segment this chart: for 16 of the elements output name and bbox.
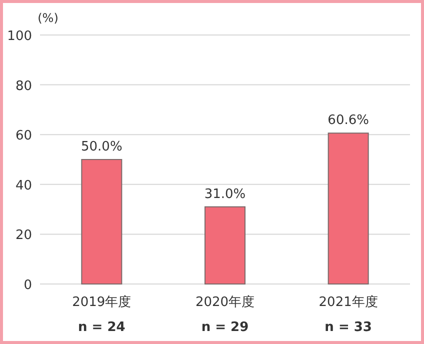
ytick: 20 (15, 228, 32, 244)
annotation: n = 33 (324, 320, 372, 335)
ytick: 40 (15, 178, 32, 194)
ytick: 60 (15, 128, 32, 144)
xtick: 2019年度 (72, 295, 132, 310)
annotation: n = 24 (78, 320, 126, 335)
ytick: 80 (15, 78, 32, 94)
ytick: 100 (7, 29, 32, 44)
xtick: 2020年度 (195, 295, 255, 310)
data-label: 50.0% (81, 140, 122, 154)
xtick: 2021年度 (318, 295, 378, 310)
ytick: 0 (24, 278, 32, 293)
annotation: n = 29 (201, 320, 249, 335)
data-label: 31.0% (204, 186, 246, 202)
ylabel: (%) (38, 11, 58, 25)
data-label: 60.6% (328, 113, 369, 128)
